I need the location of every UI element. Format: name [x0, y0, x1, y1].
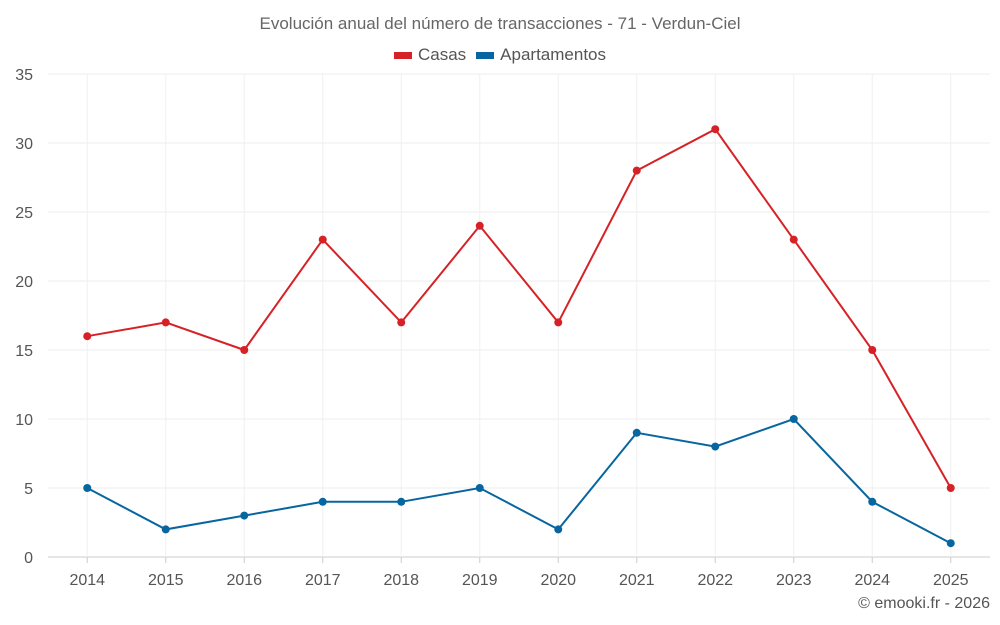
data-point-apartamentos [789, 415, 798, 423]
legend-swatch-apartamentos [476, 51, 495, 59]
x-tick-label: 2014 [69, 572, 105, 589]
legend: Casas Apartamentos [0, 45, 1000, 65]
y-tick-label: 10 [15, 412, 33, 429]
data-point-casas [318, 235, 327, 244]
x-tick-label: 2021 [619, 572, 655, 589]
y-tick-label: 20 [15, 274, 33, 291]
x-tick-label: 2023 [776, 572, 812, 589]
data-point-apartamentos [397, 497, 406, 506]
data-point-casas [240, 346, 249, 354]
x-tick-label: 2018 [383, 572, 419, 589]
data-point-casas [397, 318, 406, 327]
legend-item-casas[interactable]: Casas [393, 45, 467, 65]
data-point-apartamentos [946, 539, 955, 548]
x-tick-label: 2019 [462, 572, 498, 589]
data-point-casas [946, 484, 955, 492]
legend-item-apartamentos[interactable]: Apartamentos [476, 45, 606, 65]
y-tick-label: 15 [15, 343, 33, 360]
y-tick-label: 30 [15, 136, 33, 153]
data-point-apartamentos [161, 525, 170, 534]
y-tick-label: 25 [15, 205, 33, 222]
data-point-apartamentos [475, 484, 484, 492]
data-point-casas [711, 125, 720, 134]
y-tick-label: 35 [15, 67, 33, 84]
x-tick-label: 2020 [540, 572, 576, 589]
credit: © emooki.fr - 2026 [858, 595, 990, 612]
data-point-casas [475, 221, 484, 230]
legend-label: Casas [417, 45, 467, 64]
data-point-apartamentos [632, 428, 641, 437]
x-tick-label: 2025 [933, 572, 969, 589]
data-point-casas [632, 166, 641, 175]
data-point-apartamentos [711, 442, 720, 451]
legend-label: Apartamentos [500, 45, 607, 64]
x-tick-label: 2015 [148, 572, 184, 589]
data-point-apartamentos [240, 511, 249, 520]
x-tick-label: 2022 [697, 572, 733, 589]
data-point-apartamentos [83, 484, 92, 492]
x-tick-label: 2016 [226, 572, 262, 589]
data-point-casas [83, 332, 92, 341]
data-point-casas [789, 235, 798, 244]
data-point-casas [161, 318, 170, 327]
legend-swatch-casas [393, 51, 412, 59]
x-tick-label: 2024 [854, 572, 890, 589]
data-point-apartamentos [554, 525, 563, 534]
data-point-casas [554, 318, 563, 327]
y-tick-label: 5 [24, 481, 33, 498]
data-point-apartamentos [868, 497, 877, 506]
x-tick-label: 2017 [305, 572, 341, 589]
chart-title: Evolución anual del número de transaccio… [259, 14, 741, 33]
y-tick-label: 0 [24, 550, 33, 567]
data-point-apartamentos [318, 497, 327, 506]
data-point-casas [868, 346, 877, 354]
series-line-apartamentos [86, 417, 952, 545]
series-line-casas [87, 127, 952, 489]
